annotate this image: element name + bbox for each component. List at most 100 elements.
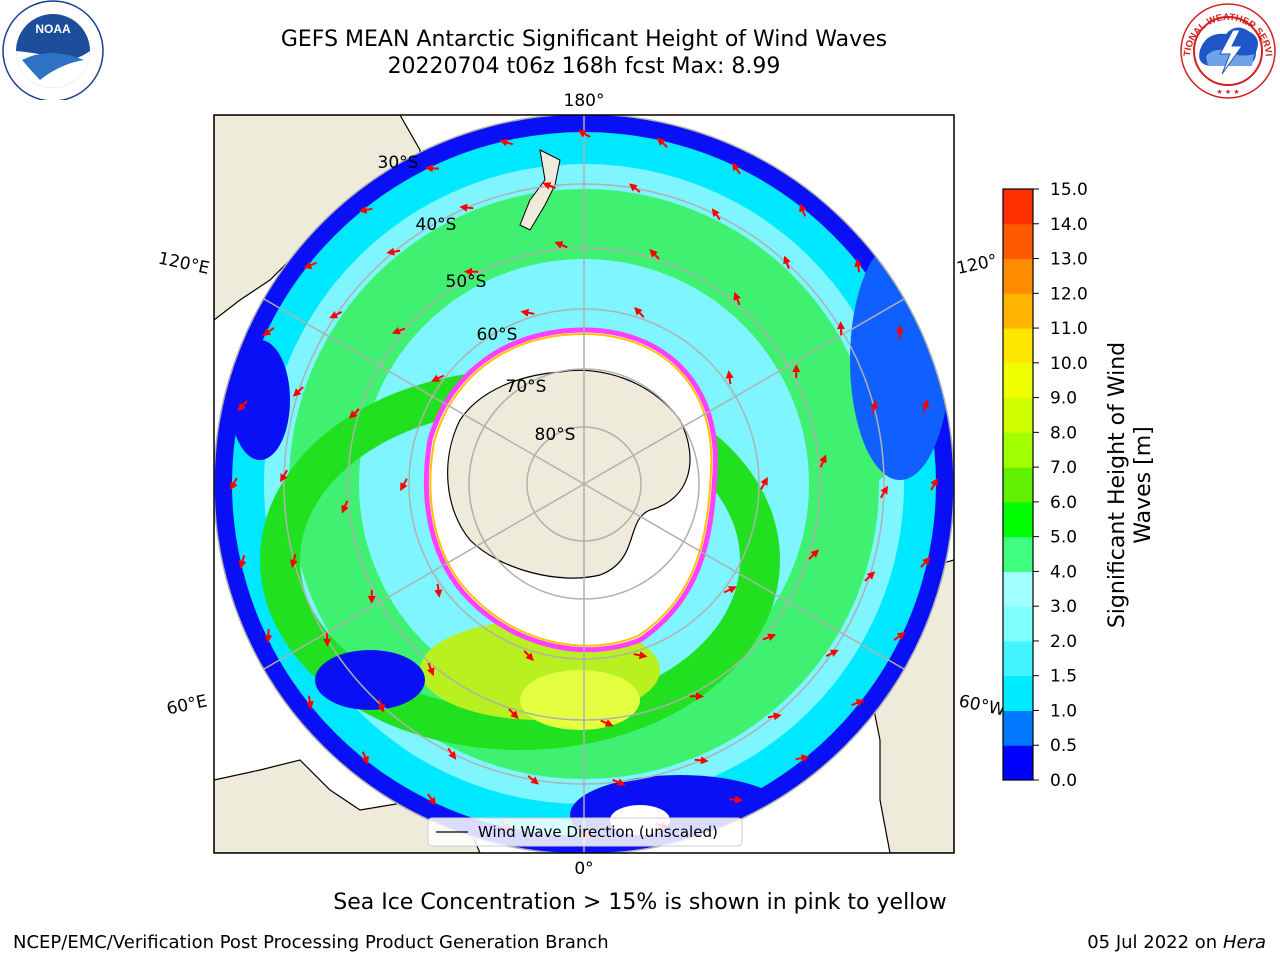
wind-arrow [819, 454, 827, 468]
africa-land [214, 759, 481, 853]
colorbar-segment [1003, 467, 1033, 503]
wind-arrow [711, 208, 721, 221]
wind-arrow [329, 310, 343, 319]
wind-arrow [767, 712, 782, 721]
wind-arrow [341, 500, 349, 514]
colorbar-tick-label: 14.0 [1050, 215, 1088, 235]
colorbar-tick-label: 10.0 [1050, 354, 1088, 374]
wind-arrow [649, 248, 660, 260]
colorbar-label-line2: Waves [m] [1131, 426, 1156, 543]
footer-date-text: 05 Jul 2022 on [1087, 932, 1218, 953]
wind-arrow [577, 130, 591, 138]
colorbar-tick-label: 4.0 [1050, 562, 1077, 582]
wind-arrow [893, 631, 906, 641]
colorbar-segment [1003, 606, 1033, 642]
wind-arrow [879, 485, 888, 499]
wind-arrow [795, 754, 810, 763]
wind-arrow [799, 203, 807, 217]
wind-arrow [361, 751, 369, 765]
lon-label-0: 0° [574, 859, 593, 879]
colorbar-tick-label: 15.0 [1050, 180, 1088, 200]
wind-arrow [358, 205, 373, 214]
noaa-logo: NOAA [2, 0, 104, 100]
footer-credit: NCEP/EMC/Verification Post Processing Pr… [13, 932, 609, 953]
wind-arrow [729, 795, 744, 804]
wind-arrow [377, 698, 385, 713]
wind-arrow [400, 478, 408, 492]
chart-title: GEFS MEAN Antarctic Significant Height o… [280, 27, 888, 52]
wind-arrow [836, 321, 845, 336]
lat-label-40s: 40°S [416, 215, 457, 235]
wind-arrow [499, 138, 513, 147]
wind-arrow [230, 477, 238, 491]
wind-arrow [391, 327, 406, 335]
colorbar-segment [1003, 362, 1033, 399]
wind-arrow [656, 137, 668, 148]
wind-arrow [237, 400, 248, 412]
lon-label-60w: 60°W [957, 691, 1007, 720]
colorbar-tick-label: 7.0 [1050, 458, 1077, 478]
graticule [214, 115, 954, 853]
wind-arrow [731, 162, 741, 175]
lat-label-30s: 30°S [378, 153, 419, 173]
wind-arrow [523, 650, 534, 662]
wind-arrow [280, 469, 289, 483]
wind-arrow [851, 699, 865, 707]
colorbar-segment [1003, 223, 1033, 260]
lat-label-50s: 50°S [446, 272, 487, 292]
wind-arrow [628, 183, 641, 193]
noaa-logo-text: NOAA [35, 22, 71, 36]
wind-arrow [723, 586, 737, 594]
wind-arrow [542, 182, 556, 190]
wind-arrow [783, 255, 791, 270]
wind-arrow [303, 261, 317, 269]
colorbar-tick-label: 1.5 [1050, 667, 1077, 687]
sea-ice-caption: Sea Ice Concentration > 15% is shown in … [333, 890, 947, 915]
colorbar-tick-label: 5.0 [1050, 528, 1077, 548]
colorbar-tick-label: 0.0 [1050, 771, 1077, 791]
wind-arrow [808, 549, 820, 560]
lon-label-180: 180° [564, 91, 605, 111]
colorbar-tick-label: 0.5 [1050, 736, 1077, 756]
lat-label-80s: 80°S [535, 425, 576, 445]
wind-arrow [694, 756, 709, 765]
legend-text: Wind Wave Direction (unscaled) [478, 823, 718, 841]
colorbar-tick-label: 6.0 [1050, 493, 1077, 513]
colorbar-label-line1: Significant Height of Wind [1105, 342, 1130, 628]
wind-arrow [633, 651, 648, 660]
lon-label-60e: 60°E [165, 691, 209, 719]
wind-arrow [427, 793, 437, 806]
svg-text:★ ★ ★: ★ ★ ★ [1216, 88, 1239, 96]
wind-arrow [305, 695, 314, 710]
lat-label-70s: 70°S [506, 377, 547, 397]
wind-arrow [870, 400, 879, 414]
colorbar-tick-label: 13.0 [1050, 250, 1088, 270]
wind-arrow [634, 306, 645, 318]
wind-arrow [238, 555, 247, 569]
colorbar-segment [1003, 501, 1033, 538]
lon-label-120e: 120°E [156, 249, 211, 279]
wind-arrow [431, 374, 445, 382]
colorbar-segment [1003, 293, 1033, 329]
colorbar-tick-label: 2.0 [1050, 632, 1077, 652]
wind-arrow [424, 164, 439, 173]
colorbar-tick-label: 12.0 [1050, 284, 1088, 304]
wind-arrow [292, 386, 304, 397]
wind-arrow [264, 629, 273, 644]
map-plot-area: Wind Wave Direction (unscaled) [214, 115, 954, 853]
wind-arrow [920, 556, 931, 568]
latitude-labels: 30°S 40°S 50°S 60°S 70°S 80°S [378, 153, 576, 445]
lat-label-60s: 60°S [477, 325, 518, 345]
wind-arrow [825, 649, 839, 658]
wind-arrow [760, 476, 768, 490]
colorbar-segment [1003, 710, 1033, 746]
wind-arrow [527, 775, 540, 785]
wind-arrow [864, 571, 876, 582]
colorbar-segment [1003, 536, 1033, 572]
wind-arrow [612, 778, 626, 786]
wind-arrow [427, 662, 435, 677]
nws-logo: NATIONAL WEATHER SERVICE ★ ★ ★ [1176, 2, 1276, 99]
map-legend: Wind Wave Direction (unscaled) [427, 817, 743, 847]
colorbar-segment [1003, 189, 1033, 225]
